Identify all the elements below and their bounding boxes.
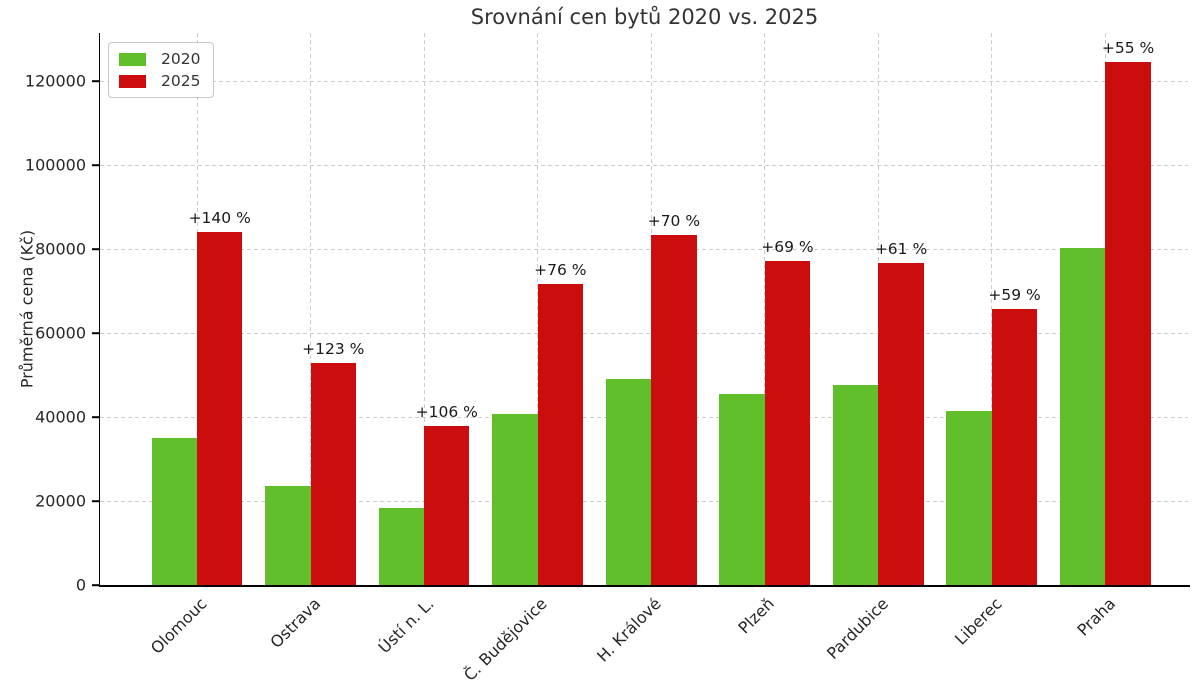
- pct-annotation: +69 %: [761, 238, 814, 257]
- bar-2020-h-kr-lov-: [605, 379, 652, 585]
- x-tick-label: Ústí n. L.: [374, 594, 438, 658]
- bar-2020-ostrava: [265, 485, 311, 585]
- x-tick-label: H. Králové: [592, 594, 665, 666]
- bar-2020--bud-jovice: [492, 414, 538, 585]
- legend-item: 2025: [119, 72, 200, 90]
- bar-2025-plze-: [764, 261, 811, 585]
- chart-title: Srovnání cen bytů 2020 vs. 2025: [470, 5, 819, 29]
- v-gridline: [310, 33, 312, 585]
- y-axis-label: Průměrná cena (Kč): [17, 229, 37, 389]
- bar-2025-olomouc: [197, 232, 243, 585]
- y-axis-spine: [98, 33, 101, 587]
- v-gridline: [423, 33, 425, 585]
- y-tick-label: 100000: [24, 155, 86, 175]
- y-tick-label: 80000: [35, 239, 86, 259]
- h-gridline: [100, 248, 1188, 250]
- y-tick-label: 60000: [35, 323, 86, 343]
- bar-2020--st-n-l-: [378, 507, 425, 585]
- pct-annotation: +70 %: [647, 212, 701, 231]
- legend-label-2020: 2020: [161, 50, 201, 68]
- bar-2025-praha: [1105, 62, 1151, 585]
- y-tick-label: 120000: [24, 71, 86, 91]
- x-tick-label: Praha: [1073, 594, 1119, 640]
- pct-annotation: +106 %: [415, 402, 478, 421]
- pct-annotation: +59 %: [988, 285, 1041, 304]
- y-tick-label: 0: [75, 575, 86, 595]
- bar-2020-liberec: [946, 411, 992, 585]
- bar-2020-praha: [1060, 247, 1106, 585]
- bar-2025-ostrava: [310, 362, 356, 585]
- x-tick-label: Ostrava: [266, 594, 324, 652]
- x-tick-label: Pardubice: [822, 594, 892, 663]
- bar-2025-liberec: [991, 308, 1038, 585]
- bar-2020-plze-: [719, 393, 765, 585]
- bar-2020-pardubice: [832, 384, 879, 585]
- x-tick-label: Č. Budějovice: [460, 594, 552, 685]
- h-gridline: [100, 164, 1188, 166]
- pct-annotation: +140 %: [188, 209, 251, 228]
- legend-swatch-2020: [119, 52, 146, 66]
- pct-annotation: +76 %: [534, 261, 587, 280]
- bar-2025-h-kr-lov-: [651, 235, 697, 585]
- legend-swatch-2025: [119, 74, 146, 88]
- legend-label-2025: 2025: [161, 72, 201, 90]
- bar-2025-pardubice: [878, 262, 924, 585]
- y-tick-label: 20000: [35, 491, 86, 511]
- x-tick-label: Plzeň: [734, 594, 779, 638]
- y-tick-label: 40000: [35, 407, 86, 427]
- pct-annotation: +61 %: [874, 239, 928, 258]
- pct-annotation: +123 %: [302, 339, 365, 358]
- legend: 2020 2025: [108, 42, 215, 98]
- legend-item: 2020: [119, 50, 200, 68]
- bar-2025--bud-jovice: [537, 284, 584, 585]
- plot-area: +140 % +123 % +106 % +76 % +70 % +69 % +61 % +5…: [100, 33, 1188, 585]
- h-gridline: [100, 332, 1188, 334]
- bar-2025--st-n-l-: [424, 425, 470, 585]
- x-axis-spine: [98, 585, 1190, 587]
- x-tick-label: Olomouc: [146, 594, 211, 658]
- x-tick-label: Liberec: [950, 594, 1006, 649]
- pct-annotation: +55 %: [1101, 39, 1155, 58]
- bar-2020-olomouc: [151, 438, 197, 585]
- h-gridline: [100, 80, 1188, 82]
